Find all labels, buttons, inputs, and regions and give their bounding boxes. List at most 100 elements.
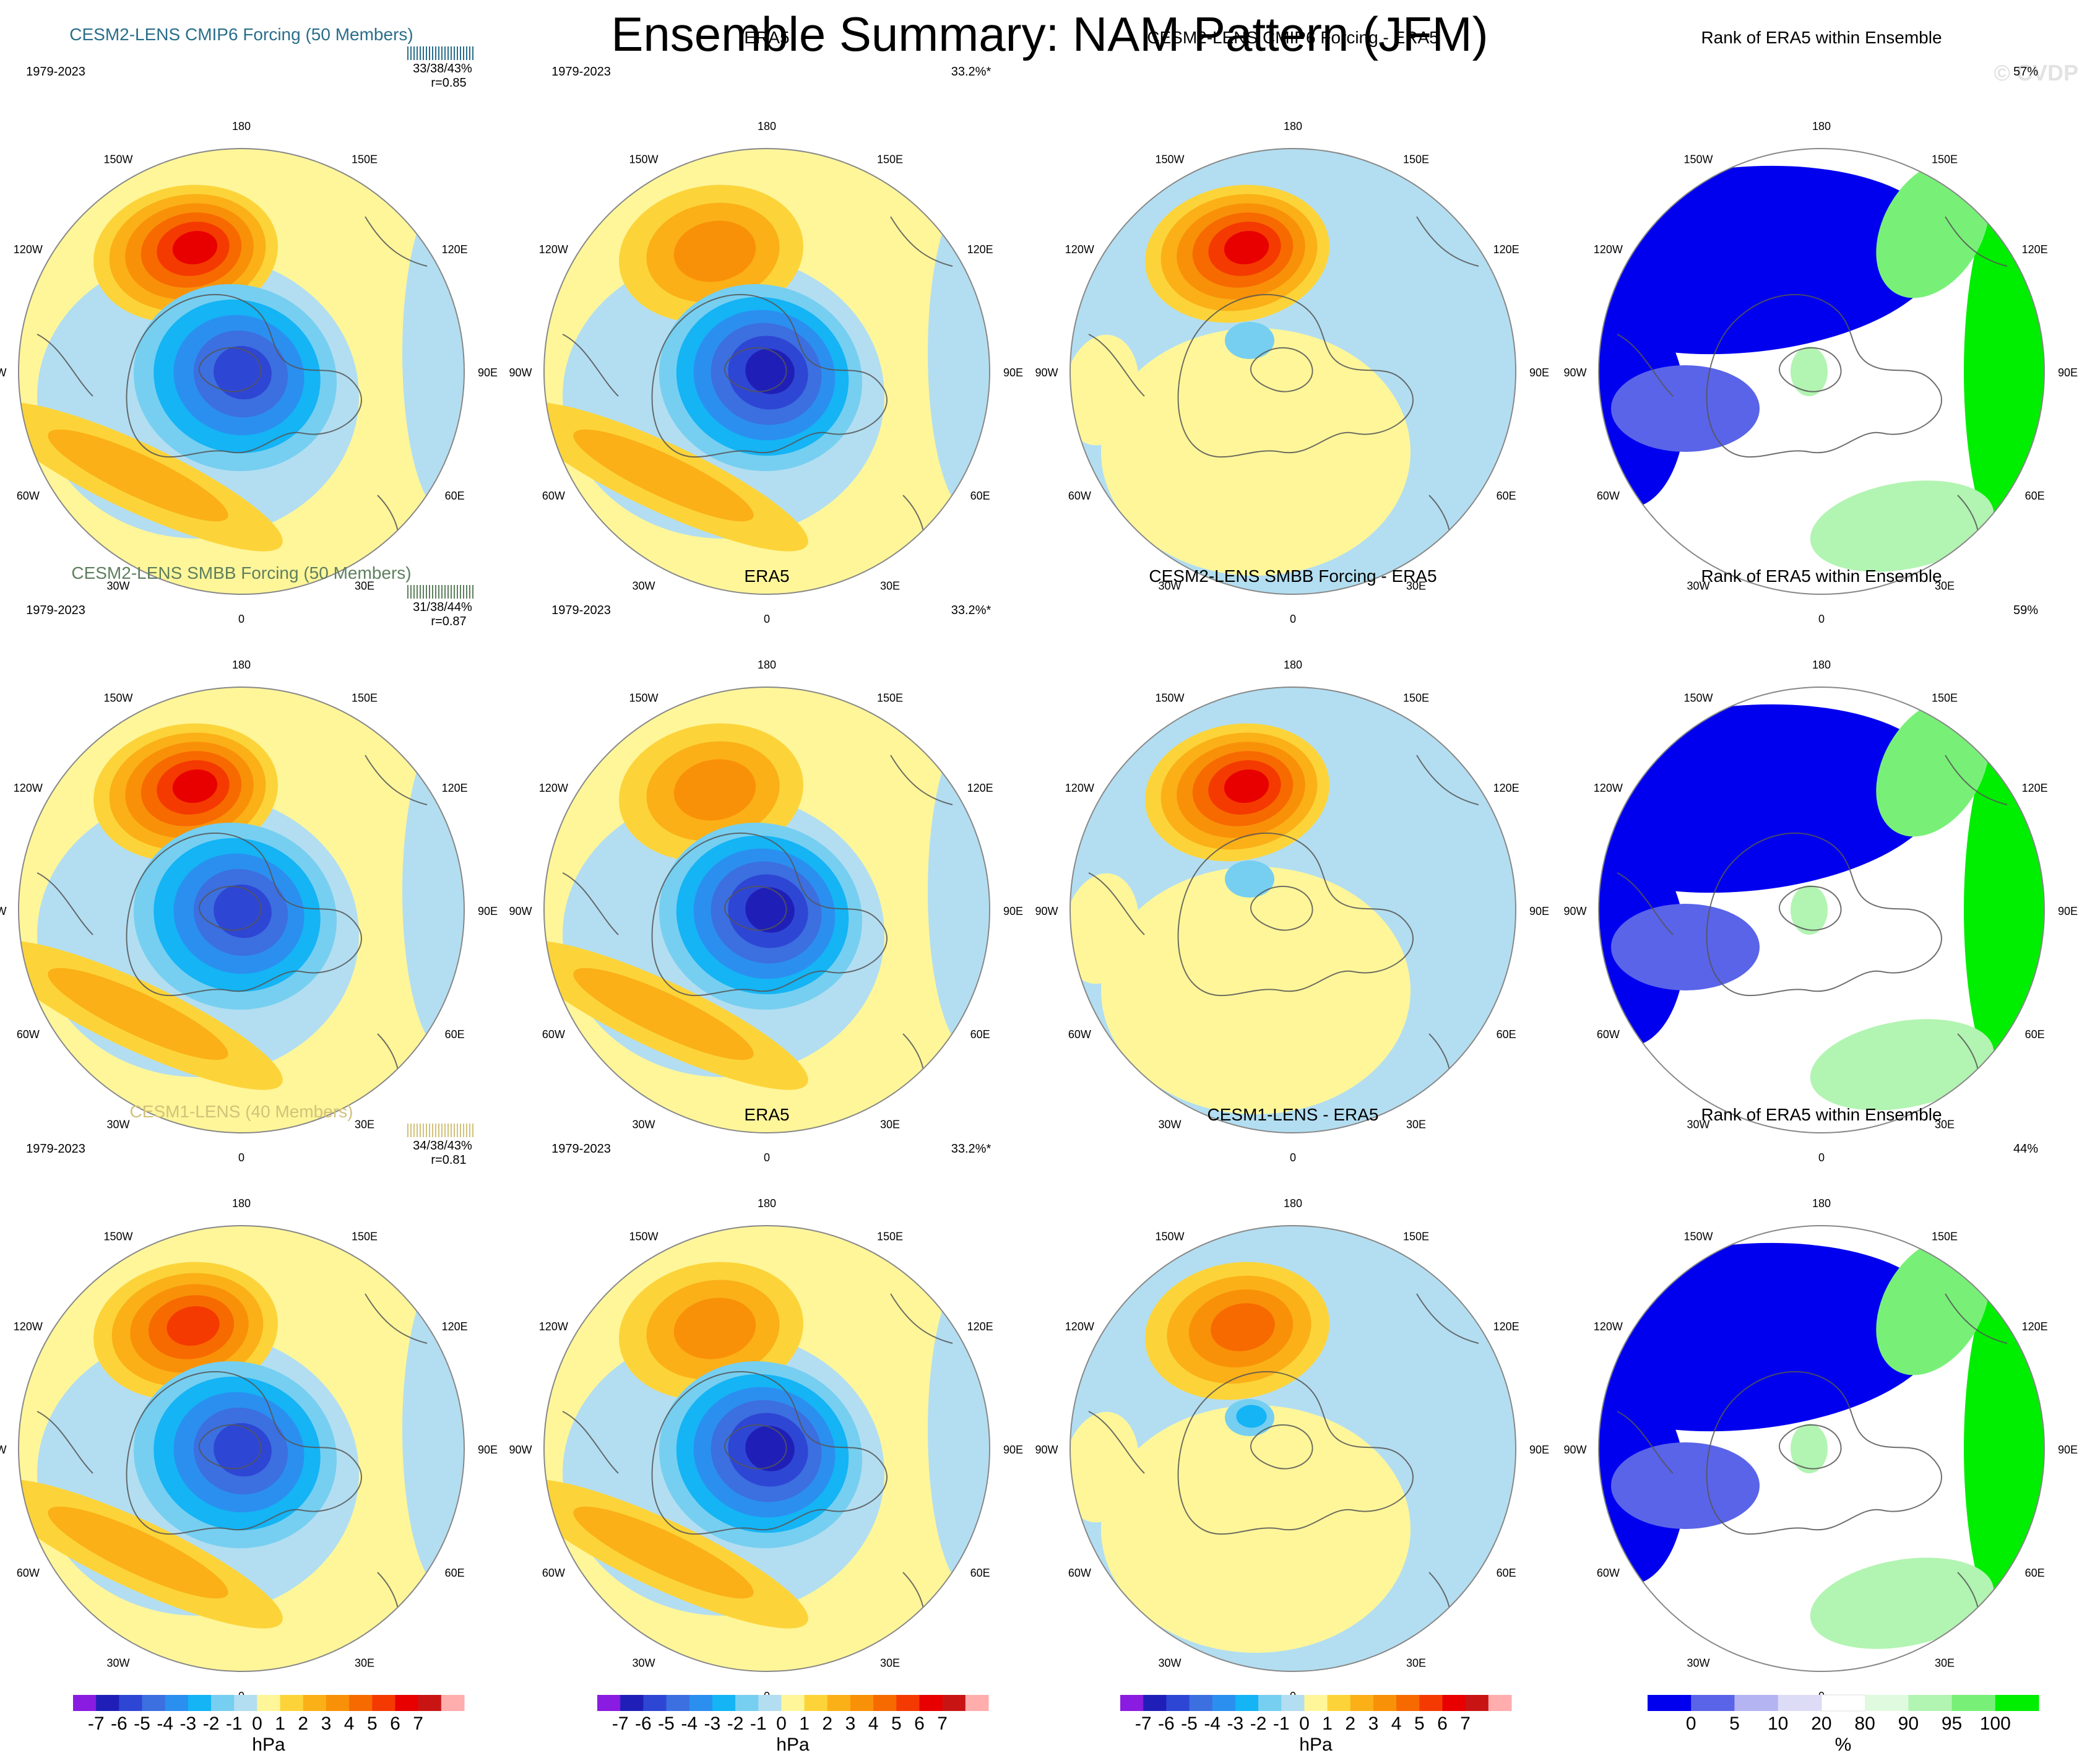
- colorbar-swatch: [1995, 1695, 2039, 1711]
- member-tick: [451, 1124, 452, 1137]
- disk-content: [19, 687, 464, 1133]
- colorbar-swatch: [1465, 1695, 1489, 1711]
- member-tick: [460, 46, 461, 60]
- lon-label: 60E: [445, 490, 465, 502]
- lon-label: 0: [1818, 1151, 1825, 1164]
- colorbar-tick-label: 4: [344, 1713, 355, 1734]
- lon-label: 180: [232, 659, 251, 671]
- polar-disk: [543, 687, 990, 1133]
- figure-title: Ensemble Summary: NAM Pattern (JFM): [611, 7, 1488, 61]
- disk-border: [543, 148, 990, 595]
- member-tick: [460, 1124, 461, 1137]
- colorbar-tick-label: -1: [226, 1713, 243, 1734]
- map-panel: CESM2-LENS SMBB Forcing (50 Members) 1979…: [0, 563, 498, 1164]
- pacific-high-level-6: [1224, 230, 1269, 265]
- colorbar-tick-label: 2: [298, 1713, 308, 1734]
- disk-border: [18, 687, 465, 1133]
- member-tick: [417, 585, 418, 599]
- colorbar-swatch: [896, 1695, 920, 1711]
- disk-content: [19, 149, 464, 594]
- rank-panel-title: Rank of ERA5 within Ensemble: [1701, 28, 1942, 47]
- colorbar-swatch: [1327, 1695, 1351, 1711]
- colorbar-tick-label: 5: [367, 1713, 378, 1734]
- colorbar-tick-label: 6: [390, 1713, 400, 1734]
- lon-label: 90W: [1035, 905, 1058, 917]
- lon-label: 150E: [1932, 1230, 1958, 1242]
- lon-label: 150W: [103, 691, 132, 704]
- colorbar-tick-label: 1: [275, 1713, 285, 1734]
- positive-region: [1070, 873, 1139, 984]
- negative-region: [928, 730, 990, 1052]
- colorbar-swatch: [804, 1695, 828, 1711]
- lon-label: 90E: [1529, 905, 1549, 917]
- lon-label: 120W: [1594, 243, 1623, 256]
- rank-pct-label: 57%: [2013, 65, 2038, 79]
- member-tick: [441, 46, 443, 60]
- lon-label: 30W: [632, 580, 655, 592]
- colorbar-tick-label: -5: [134, 1713, 150, 1734]
- rank-panel-title: Rank of ERA5 within Ensemble: [1701, 1105, 1942, 1124]
- lon-label: 150E: [1932, 153, 1958, 165]
- lon-label: 150E: [1403, 691, 1429, 704]
- colorbar-swatch: [349, 1695, 373, 1711]
- atlantic-high-level-2: [573, 968, 754, 1060]
- lon-label: 90W: [1563, 905, 1586, 917]
- lon-label: 60E: [445, 1028, 465, 1041]
- colorbar-units: hPa: [252, 1735, 285, 1755]
- lon-label: 0: [764, 613, 770, 625]
- colorbar-tick-label: 3: [321, 1713, 332, 1734]
- map-panel: CESM2-LENS CMIP6 Forcing (50 Members) 197…: [0, 25, 498, 625]
- lon-label: 120W: [14, 243, 43, 256]
- member-tick: [426, 1124, 427, 1137]
- lon-label: 150W: [629, 153, 658, 165]
- colorbar-tick-label: -2: [203, 1713, 220, 1734]
- atlantic-high-level-2: [573, 429, 754, 522]
- lon-label: 90E: [2058, 905, 2078, 917]
- pacific-high-level-6: [1224, 769, 1269, 804]
- pct-stats-label: 34/38/43%: [413, 1139, 472, 1153]
- member-tick: [466, 1124, 467, 1137]
- polar-disk: [1598, 148, 2045, 595]
- lon-label: 60W: [1068, 1567, 1091, 1579]
- colorbar-swatch: [1281, 1695, 1305, 1711]
- lon-label: 90E: [1529, 366, 1549, 379]
- pct-stats-label: 33/38/43%: [413, 62, 472, 76]
- ensemble-member-strip: [407, 1124, 473, 1137]
- member-tick: [438, 46, 439, 60]
- colorbar-swatch: [372, 1695, 395, 1711]
- lon-label: 0: [1818, 613, 1825, 625]
- colorbar-swatch: [1258, 1695, 1282, 1711]
- pacific-high-level-6: [172, 230, 218, 265]
- disk-content: [544, 149, 990, 594]
- member-tick: [410, 46, 412, 60]
- rank-high-region: [1791, 885, 1828, 935]
- map-panel: Rank of ERA5 within Ensemble 59% 180 150E 12…: [1563, 566, 2078, 1164]
- member-tick: [410, 1124, 412, 1137]
- disk-content: [1599, 687, 2044, 1133]
- rank-low-region: [1611, 365, 1760, 452]
- colorbar-tick-label: -2: [727, 1713, 744, 1734]
- lon-label: 60E: [970, 1567, 990, 1579]
- colorbar-swatch: [303, 1695, 327, 1711]
- colorbar-tick-label: 3: [1368, 1713, 1379, 1734]
- period-label: 1979-2023: [26, 1142, 85, 1156]
- colorbar-tick-label: -7: [612, 1713, 629, 1734]
- lon-label: 0: [1290, 1151, 1296, 1164]
- map-panel: Rank of ERA5 within Ensemble 57% 180 150E 12…: [1563, 28, 2078, 625]
- colorbar-tick-label: 7: [937, 1713, 948, 1734]
- colorbar-swatch: [689, 1695, 713, 1711]
- map-panel: Rank of ERA5 within Ensemble 44% 180 150E 12…: [1563, 1105, 2078, 1702]
- lon-label: 30W: [1687, 580, 1709, 592]
- colorbar-tick-label: 0: [1299, 1713, 1310, 1734]
- disk-content: [544, 1226, 990, 1671]
- colorbar-swatch: [73, 1695, 97, 1711]
- obs-panel-title: ERA5: [744, 1105, 789, 1124]
- colorbar-swatch: [1373, 1695, 1397, 1711]
- pacific-high-level-3: [673, 220, 756, 282]
- lon-label: 120E: [1493, 1320, 1519, 1333]
- map-panel: ERA5 1979-2023 33.2%* 180 150E 120E 90E 60E 30E 0…: [509, 28, 1023, 625]
- negative-region: [928, 1269, 990, 1591]
- lon-label: 180: [1812, 1197, 1831, 1210]
- lon-label: 60E: [2025, 1567, 2045, 1579]
- disk-content: [1599, 1226, 2044, 1671]
